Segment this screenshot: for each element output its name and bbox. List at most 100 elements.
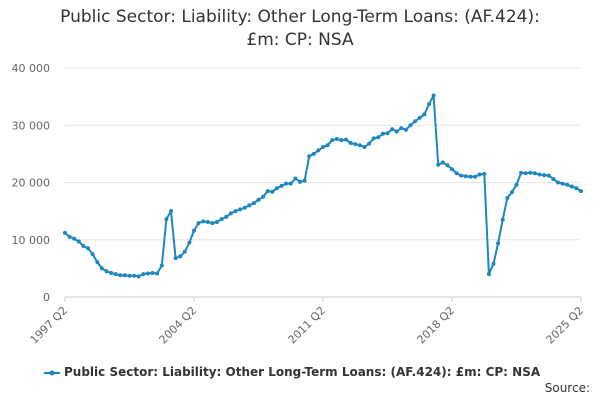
data-point[interactable] [334,137,339,141]
data-point[interactable] [63,230,67,235]
data-point[interactable] [519,170,524,175]
data-point[interactable] [537,172,542,177]
data-point[interactable] [330,138,335,143]
data-point[interactable] [348,141,353,145]
data-point[interactable] [178,254,183,259]
data-point[interactable] [173,256,178,261]
data-point[interactable] [150,271,155,275]
data-point[interactable] [514,182,519,187]
data-point[interactable] [367,141,372,146]
data-point[interactable] [127,273,132,278]
data-point[interactable] [164,217,169,222]
data-point[interactable] [546,173,551,178]
data-point[interactable] [344,137,348,142]
data-point[interactable] [279,183,284,188]
data-point[interactable] [284,181,289,186]
data-point[interactable] [311,151,316,156]
data-point[interactable] [579,189,583,194]
data-point[interactable] [509,190,514,195]
data-point[interactable] [542,173,547,178]
data-point[interactable] [496,241,501,246]
data-point[interactable] [302,178,307,183]
data-point[interactable] [219,217,224,222]
data-point[interactable] [403,127,408,132]
source-label[interactable]: Source: [544,381,590,395]
data-point[interactable] [357,143,362,148]
data-point[interactable] [408,123,413,128]
data-point[interactable] [95,260,100,265]
data-point[interactable] [99,266,104,271]
data-point[interactable] [228,211,233,216]
data-point[interactable] [459,173,464,178]
data-point[interactable] [482,171,487,176]
data-point[interactable] [477,172,482,177]
data-point[interactable] [182,249,187,254]
data-point[interactable] [155,271,160,276]
data-point[interactable] [293,176,298,181]
data-point[interactable] [145,271,150,276]
data-point[interactable] [122,273,127,278]
data-point[interactable] [169,209,173,214]
data-point[interactable] [385,131,390,136]
data-point[interactable] [486,272,491,277]
data-point[interactable] [113,272,118,277]
data-point[interactable] [440,160,445,165]
data-point[interactable] [242,205,247,210]
data-point[interactable] [187,240,192,245]
legend[interactable]: Public Sector: Liability: Other Long-Ter… [0,365,600,383]
data-point[interactable] [390,127,395,132]
data-point[interactable] [463,174,468,179]
data-point[interactable] [399,126,404,131]
data-point[interactable] [210,221,215,226]
data-point[interactable] [491,261,496,266]
data-point[interactable] [118,273,123,278]
data-point[interactable] [274,186,279,191]
data-point[interactable] [238,207,243,212]
data-point[interactable] [413,119,418,124]
data-point[interactable] [201,219,206,224]
data-point[interactable] [76,239,81,244]
data-point[interactable] [417,115,422,120]
data-point[interactable] [380,131,385,136]
data-point[interactable] [450,167,454,172]
data-point[interactable] [109,271,114,275]
data-point[interactable] [454,171,459,176]
data-point[interactable] [565,182,570,187]
data-point[interactable] [307,154,312,159]
data-point[interactable] [132,273,137,278]
data-point[interactable] [196,221,201,226]
data-point[interactable] [422,112,427,117]
data-point[interactable] [523,171,528,176]
data-point[interactable] [339,138,344,143]
data-point[interactable] [532,171,537,176]
data-point[interactable] [215,220,219,224]
data-point[interactable] [468,174,473,179]
data-point[interactable] [445,163,450,168]
data-point[interactable] [325,143,330,148]
data-point[interactable] [528,170,533,175]
data-point[interactable] [394,129,399,134]
data-point[interactable] [427,102,431,107]
data-point[interactable] [569,184,574,189]
data-point[interactable] [251,201,256,206]
data-point[interactable] [86,246,90,251]
data-point[interactable] [265,189,270,194]
data-point[interactable] [192,228,196,233]
data-point[interactable] [104,269,109,274]
data-point[interactable] [72,236,77,241]
data-point[interactable] [551,177,556,182]
data-point[interactable] [505,196,510,200]
data-point[interactable] [247,203,252,208]
data-point[interactable] [205,220,210,224]
data-point[interactable] [353,142,358,147]
data-point[interactable] [288,181,293,186]
data-point[interactable] [560,181,565,186]
data-point[interactable] [371,136,376,141]
data-point[interactable] [141,272,146,277]
data-point[interactable] [81,244,86,248]
data-point[interactable] [136,274,141,279]
data-point[interactable] [321,145,325,149]
data-point[interactable] [556,180,560,185]
data-point[interactable] [376,135,381,140]
data-point[interactable] [67,234,72,239]
